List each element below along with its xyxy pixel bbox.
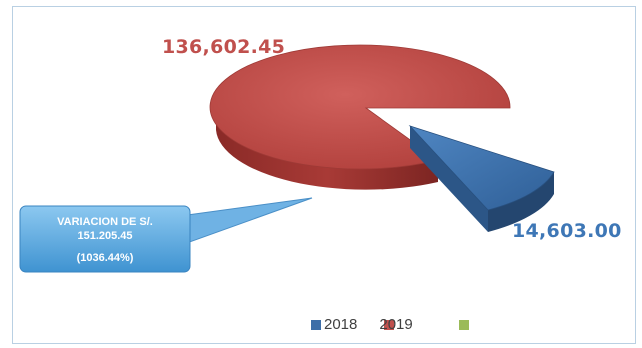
legend-item-2018: 2018: [310, 316, 357, 333]
callout-box: [19, 205, 191, 273]
legend-swatch-2019: [384, 320, 394, 330]
legend-label-2018: 2018: [324, 316, 358, 333]
callout-pointer: [179, 197, 313, 245]
slice-2018-side: [488, 172, 554, 232]
callout-line-2: 151.205.45: [77, 230, 133, 242]
data-label-2018: 14,603.00: [512, 220, 622, 242]
legend-swatch-2018: [311, 320, 321, 330]
legend-label-2019: 2019: [379, 316, 413, 333]
legend-swatch-3: [459, 320, 469, 330]
slice-2018: [408, 125, 555, 211]
legend-item-3: [421, 320, 435, 330]
data-label-2019: 136,602.45: [162, 36, 286, 58]
callout-line-1: VARIACION DE S/.: [57, 216, 153, 228]
variation-callout: VARIACION DE S/. 151.205.45 (1036.44%): [20, 208, 190, 272]
slice-2019: [209, 44, 511, 170]
slice-2018-cut: [410, 126, 488, 232]
slice-2019-side: [216, 108, 438, 190]
legend: 2018 2019: [310, 316, 443, 333]
legend-item-2019: 2019: [365, 316, 412, 333]
callout-line-3: (1036.44%): [76, 252, 134, 264]
